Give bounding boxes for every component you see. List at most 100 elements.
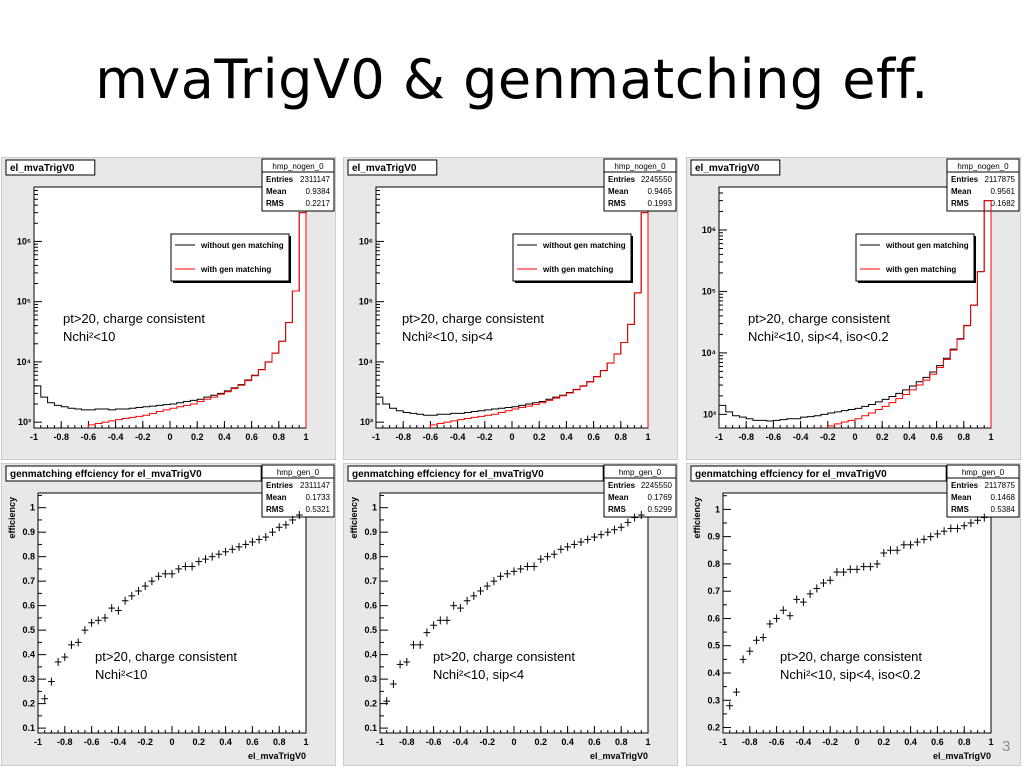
y-tick-label: 10⁴	[702, 348, 716, 358]
y-tick-label: 10⁵	[702, 286, 716, 296]
chart-panel-top-right: el_mvaTrigV0 hmp_nogen_0 Entries 2117875 Mea…	[686, 157, 1021, 460]
stats-label: RMS	[266, 199, 284, 208]
stats-value: 0.9561	[991, 187, 1016, 196]
stats-value: 0.1682	[991, 199, 1016, 208]
y-tick-label: 0.4	[22, 650, 35, 660]
title-box	[347, 465, 604, 482]
x-tick-label: -1	[719, 737, 727, 747]
stats-value: 0.1993	[648, 199, 673, 208]
x-tick-label: 0.6	[245, 432, 258, 442]
y-tick-label: 0.1	[22, 723, 35, 733]
histogram-series-1	[827, 200, 992, 428]
stats-value: 0.2217	[306, 199, 331, 208]
legend-box	[170, 233, 290, 282]
x-axis-title: el_mvaTrigV0	[248, 751, 306, 761]
chart-panel-top-middle: el_mvaTrigV0 hmp_nogen_0 Entries 2245550 Mea…	[343, 157, 678, 460]
annotation-line-2: Nchi²<10	[95, 667, 147, 682]
y-tick-label: 0.7	[364, 576, 377, 586]
y-tick-label: 0.4	[364, 650, 377, 660]
legend-entry: without gen matching	[200, 241, 284, 250]
x-tick-label: -0.6	[423, 432, 439, 442]
stats-box	[261, 464, 335, 518]
y-axis-title: efficiency	[7, 497, 17, 539]
y-tick-label: 10³	[18, 417, 31, 427]
slide-title: mvaTrigV0 & genmatching eff.	[95, 48, 929, 111]
x-tick-label: 0.6	[930, 432, 943, 442]
legend-entry: without gen matching	[885, 241, 969, 250]
annotation-line-2: Nchi²<10	[63, 329, 115, 344]
x-tick-label: 0.6	[931, 737, 944, 747]
x-tick-label: -0.4	[450, 432, 466, 442]
y-tick-label: 0.5	[707, 641, 720, 651]
stats-label: Entries	[951, 481, 979, 490]
y-tick-label: 0.7	[22, 576, 35, 586]
x-tick-label: -0.6	[81, 432, 97, 442]
y-tick-label: 0.5	[364, 625, 377, 635]
x-tick-label: -0.6	[84, 737, 100, 747]
stats-label: Entries	[266, 481, 294, 490]
slide-number: 3	[1002, 738, 1011, 755]
chart-panel-top-left: el_mvaTrigV0 hmp_nogen_0 Entries 2311147 Mea…	[1, 157, 336, 460]
plot-title: el_mvaTrigV0	[695, 163, 760, 174]
x-tick-label: 0	[169, 737, 174, 747]
x-tick-label: 0.8	[273, 737, 286, 747]
chart-panel-bottom-left: genmatching effciency for el_mvaTrigV0 hm…	[1, 463, 336, 766]
legend-entry: with gen matching	[885, 265, 956, 274]
annotation-line-2: Nchi²<10, sip<4	[402, 329, 493, 344]
annotation-line-1: pt>20, charge consistent	[748, 311, 890, 326]
legend-entry: without gen matching	[542, 241, 626, 250]
legend-entry: with gen matching	[200, 265, 271, 274]
stats-label: RMS	[951, 505, 969, 514]
stats-box	[946, 158, 1020, 212]
y-tick-label: 10⁴	[359, 357, 373, 367]
y-tick-label: 10⁵	[359, 297, 373, 307]
plot-title: genmatching effciency for el_mvaTrigV0	[352, 469, 544, 480]
x-tick-label: -0.8	[742, 737, 758, 747]
x-tick-label: 0.8	[958, 432, 971, 442]
stats-label: Entries	[608, 481, 636, 490]
x-axis-title: el_mvaTrigV0	[933, 751, 991, 761]
stats-label: Mean	[608, 493, 629, 502]
x-tick-label: 0	[854, 737, 859, 747]
x-tick-label: -0.8	[395, 432, 411, 442]
title-box	[690, 465, 947, 482]
y-tick-label: 0.2	[364, 699, 377, 709]
stats-name: hmp_nogen_0	[272, 162, 324, 171]
x-tick-label: 0	[511, 737, 516, 747]
title-box	[690, 159, 781, 176]
histogram-series-1	[87, 212, 307, 428]
title-box	[347, 159, 438, 176]
y-tick-label: 0.5	[22, 625, 35, 635]
y-tick-label: 0.6	[707, 613, 720, 623]
plot-frame	[37, 492, 307, 734]
stats-value: 0.9465	[648, 187, 673, 196]
x-tick-label: 0.8	[615, 432, 628, 442]
y-tick-label: 1	[715, 504, 720, 514]
stats-value: 2245550	[641, 175, 673, 184]
chart-panel-bottom-middle: genmatching effciency for el_mvaTrigV0 hm…	[343, 463, 678, 766]
plot-title: el_mvaTrigV0	[10, 163, 75, 174]
y-tick-label: 0.9	[364, 527, 377, 537]
x-tick-label: 0.6	[246, 737, 259, 747]
y-tick-label: 10⁶	[359, 236, 373, 246]
legend-box	[855, 233, 975, 282]
y-tick-label: 0.3	[707, 695, 720, 705]
x-tick-label: -0.2	[479, 737, 495, 747]
x-tick-label: -0.4	[453, 737, 469, 747]
plot-frame	[33, 186, 307, 429]
x-tick-label: 1	[303, 432, 308, 442]
annotation-line-1: pt>20, charge consistent	[433, 649, 575, 664]
stats-value: 2311147	[300, 481, 331, 490]
plot-title: el_mvaTrigV0	[352, 163, 417, 174]
x-tick-label: -0.2	[135, 432, 151, 442]
x-tick-label: 1	[645, 432, 650, 442]
stats-box	[603, 464, 677, 518]
y-axis-title: efficiency	[349, 497, 359, 539]
y-tick-label: 1	[30, 503, 35, 513]
stats-label: Mean	[266, 493, 287, 502]
plot-title: genmatching effciency for el_mvaTrigV0	[695, 469, 887, 480]
x-tick-label: -0.2	[820, 432, 836, 442]
x-tick-label: -1	[715, 432, 723, 442]
x-tick-label: 0.4	[219, 737, 232, 747]
x-tick-label: -0.4	[793, 432, 809, 442]
